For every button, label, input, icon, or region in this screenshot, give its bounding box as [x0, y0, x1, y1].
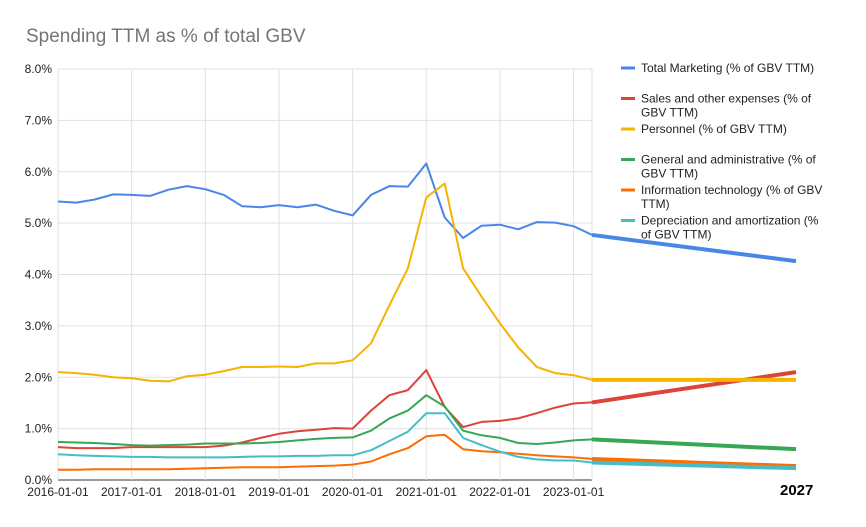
- y-tick-label: 3.0%: [25, 319, 53, 333]
- trend-line-5: [591, 460, 797, 471]
- trend-lines: [591, 232, 797, 471]
- annotation-2027: 2027: [780, 482, 813, 499]
- legend-label-1: Sales and other expenses (% of GBV TTM): [641, 92, 812, 120]
- y-tick-label: 4.0%: [25, 268, 53, 282]
- x-tick-label: 2022-01-01: [469, 485, 531, 499]
- legend-label-4: Information technology (% of GBV TTM): [641, 183, 822, 211]
- x-tick-label: 2021-01-01: [396, 485, 458, 499]
- trend-line-0: [591, 232, 797, 264]
- y-tick-label: 5.0%: [25, 216, 53, 230]
- trend-line-1: [591, 370, 797, 405]
- series-line-2: [57, 182, 593, 383]
- gridlines: [57, 68, 593, 481]
- x-axis: 2016-01-01 2017-01-01 2018-01-01 2019-01-01…: [27, 485, 604, 499]
- legend-label-3: General and administrative (% of GBV TTM): [641, 153, 816, 181]
- trend-line-3: [591, 437, 797, 452]
- series-line-1: [57, 369, 593, 450]
- y-tick-label: 6.0%: [25, 165, 53, 179]
- y-axis: 0.0% 1.0% 2.0% 3.0% 4.0% 5.0% 6.0% 7.0% 8.0%: [25, 62, 53, 487]
- x-tick-label: 2019-01-01: [248, 485, 310, 499]
- y-tick-label: 1.0%: [25, 422, 53, 436]
- x-tick-label: 2017-01-01: [101, 485, 163, 499]
- x-tick-label: 2018-01-01: [175, 485, 237, 499]
- series-line-4: [58, 433, 593, 471]
- legend: Total Marketing (% of GBV TTM) Sales and …: [621, 61, 822, 242]
- x-tick-label: 2020-01-01: [322, 485, 384, 499]
- legend-label-2: Personnel (% of GBV TTM): [641, 122, 787, 136]
- series-lines: [57, 162, 593, 471]
- trend-line-4: [591, 456, 797, 469]
- series-line-3: [57, 394, 593, 447]
- series-line-5: [57, 412, 593, 464]
- x-tick-label: 2023-01-01: [543, 485, 605, 499]
- x-tick-label: 2016-01-01: [27, 485, 89, 499]
- y-tick-label: 2.0%: [25, 370, 53, 384]
- series-line-0: [57, 162, 593, 239]
- y-tick-label: 0.0%: [25, 473, 53, 487]
- legend-label-0: Total Marketing (% of GBV TTM): [641, 61, 814, 75]
- chart-title: Spending TTM as % of total GBV: [26, 26, 306, 47]
- y-tick-label: 7.0%: [25, 113, 53, 127]
- legend-label-5: Depreciation and amortization (% of GBV T…: [641, 214, 819, 242]
- y-tick-label: 8.0%: [25, 62, 53, 76]
